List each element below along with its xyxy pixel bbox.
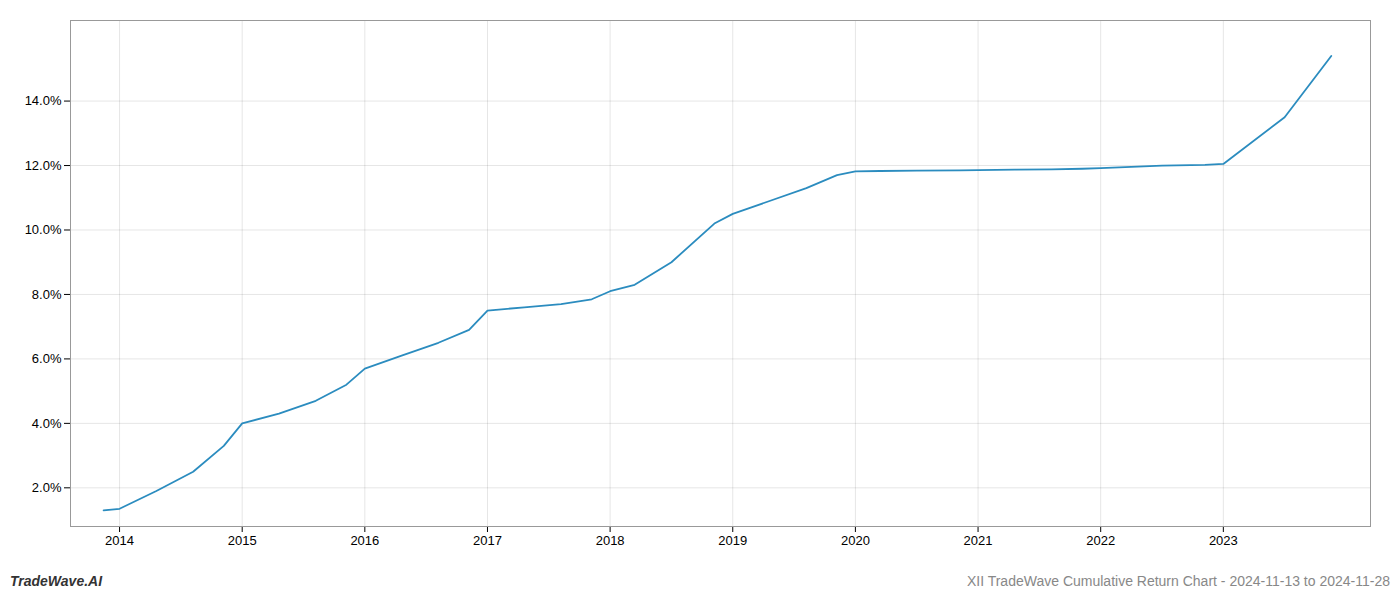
svg-text:2023: 2023 (1209, 533, 1238, 548)
svg-text:12.0%: 12.0% (25, 158, 62, 173)
svg-text:2.0%: 2.0% (32, 480, 62, 495)
svg-text:2018: 2018 (596, 533, 625, 548)
svg-text:10.0%: 10.0% (25, 222, 62, 237)
svg-text:2020: 2020 (841, 533, 870, 548)
svg-text:6.0%: 6.0% (32, 351, 62, 366)
svg-text:2021: 2021 (964, 533, 993, 548)
html-text:TradeWave.AI: TradeWave.AI (10, 573, 103, 589)
svg-text:2016: 2016 (350, 533, 379, 548)
svg-text:2022: 2022 (1086, 533, 1115, 548)
svg-text:2017: 2017 (473, 533, 502, 548)
svg-text:2019: 2019 (718, 533, 747, 548)
html-text:XII TradeWave Cumulative Retur: XII TradeWave Cumulative Return Chart - … (966, 573, 1390, 589)
svg-text:4.0%: 4.0% (32, 416, 62, 431)
svg-text:14.0%: 14.0% (25, 93, 62, 108)
svg-text:8.0%: 8.0% (32, 287, 62, 302)
svg-text:2015: 2015 (228, 533, 257, 548)
svg-text:2014: 2014 (105, 533, 134, 548)
